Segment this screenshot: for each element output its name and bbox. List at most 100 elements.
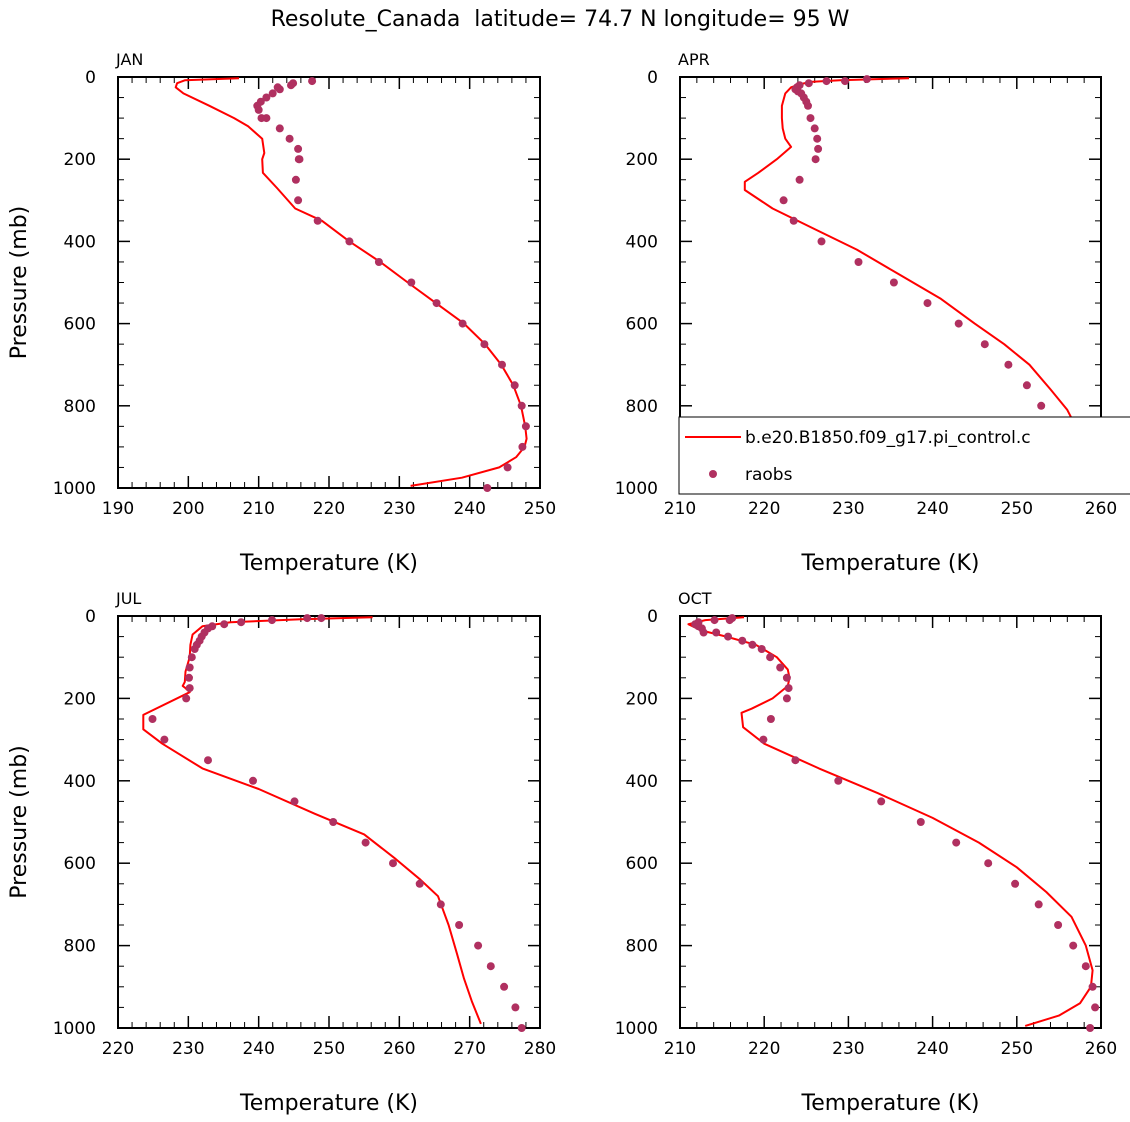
- x-tick-label: 230: [832, 1039, 864, 1059]
- y-tick-label: 800: [626, 397, 658, 417]
- y-tick-label: 600: [626, 315, 658, 335]
- y-tick-label: 1000: [53, 479, 96, 499]
- model-line: [743, 77, 1079, 487]
- obs-point: [804, 79, 813, 88]
- obs-point: [813, 134, 822, 143]
- obs-point: [374, 258, 383, 266]
- obs-point: [1011, 879, 1020, 888]
- x-tick-label: 250: [313, 1039, 345, 1059]
- obs-point: [294, 144, 303, 153]
- y-tick-label: 0: [85, 68, 96, 88]
- obs-point: [500, 982, 509, 991]
- model-line: [142, 616, 482, 1025]
- obs-point: [779, 196, 788, 205]
- y-tick-label: 0: [647, 607, 658, 627]
- x-tick-label: 230: [832, 499, 864, 519]
- obs-point: [480, 340, 489, 349]
- y-tick-label: 1000: [53, 1019, 96, 1039]
- x-tick-label: 220: [748, 499, 780, 519]
- x-axis-label: Temperature (K): [801, 1091, 980, 1116]
- obs-point: [822, 77, 831, 86]
- obs-point: [345, 237, 354, 246]
- plot-frame-oct: [679, 615, 1102, 1029]
- obs-point: [1091, 1003, 1100, 1012]
- obs-point: [436, 900, 445, 909]
- obs-point: [810, 124, 819, 133]
- obs-point: [249, 776, 257, 785]
- obs-point: [952, 838, 961, 847]
- x-tick-label: 200: [172, 499, 204, 519]
- x-tick-label: 230: [172, 1039, 204, 1059]
- obs-point: [791, 756, 800, 765]
- obs-point: [757, 645, 766, 653]
- obs-point: [407, 278, 416, 287]
- obs-point: [811, 155, 820, 164]
- obs-point: [185, 684, 194, 693]
- x-tick-label: 240: [916, 1039, 948, 1059]
- y-tick-label: 1000: [615, 479, 658, 499]
- plot-frame-jan: [117, 76, 541, 489]
- obs-point: [854, 258, 863, 266]
- x-tick-label: 210: [664, 1039, 696, 1059]
- obs-point: [984, 859, 993, 868]
- y-tick-label: 800: [64, 397, 96, 417]
- x-tick-label: 220: [748, 1039, 780, 1059]
- panel-jan: 190 200 210 220 230 240 250 0 200 400 600 800 1000 JA…: [7, 50, 556, 576]
- obs-point: [1069, 941, 1078, 950]
- legend-obs-swatch: [709, 470, 717, 478]
- x-tick-label: 240: [916, 499, 948, 519]
- x-axis-label: Temperature (K): [239, 551, 418, 576]
- obs-point: [510, 381, 519, 390]
- obs-point: [806, 114, 815, 123]
- obs-point: [294, 155, 303, 164]
- obs-point: [817, 237, 826, 246]
- y-tick-label: 200: [626, 150, 658, 170]
- obs-point: [458, 319, 467, 328]
- obs-point: [710, 616, 719, 625]
- x-tick-label: 220: [102, 1039, 134, 1059]
- obs-point: [889, 278, 898, 287]
- obs-point: [789, 216, 798, 225]
- obs-point: [1086, 1024, 1095, 1032]
- legend: b.e20.B1850.f09_g17.pi_control.c raobs: [678, 416, 1130, 495]
- obs-point: [517, 1024, 526, 1032]
- x-tick-label: 220: [313, 499, 345, 519]
- y-tick-label: 200: [64, 689, 96, 709]
- obs-point: [517, 401, 526, 410]
- obs-point: [862, 75, 871, 84]
- obs-point: [766, 653, 775, 662]
- obs-point: [776, 663, 785, 672]
- obs-point: [182, 694, 191, 703]
- panel-apr: 210 220 230 240 250 260 0 200 400 600 800 1000 APR Te…: [615, 50, 1117, 576]
- obs-point: [724, 632, 732, 641]
- x-tick-label: 210: [242, 499, 274, 519]
- obs-point: [185, 673, 193, 682]
- obs-point: [308, 77, 317, 86]
- obs-point: [498, 360, 506, 369]
- x-tick-label: 260: [1085, 1039, 1117, 1059]
- obs-point: [262, 114, 271, 123]
- obs-point: [275, 124, 284, 133]
- y-tick-label: 600: [64, 854, 96, 874]
- obs-point: [518, 442, 527, 451]
- obs-point: [795, 175, 804, 184]
- obs-point: [511, 1003, 520, 1012]
- obs-point: [712, 628, 721, 637]
- x-tick-label: 270: [453, 1039, 485, 1059]
- obs-point: [294, 196, 303, 205]
- obs-point: [841, 77, 849, 86]
- obs-point: [415, 879, 424, 888]
- obs-point: [804, 101, 812, 110]
- y-tick-label: 800: [626, 937, 658, 957]
- x-tick-label: 250: [524, 499, 556, 519]
- y-tick-label: 200: [626, 689, 658, 709]
- y-tick-label: 600: [626, 854, 658, 874]
- legend-model-label: b.e20.B1850.f09_g17.pi_control.c: [745, 428, 1031, 448]
- obs-point: [759, 735, 768, 744]
- obs-point: [1022, 381, 1031, 390]
- obs-point: [725, 616, 734, 625]
- x-tick-label: 260: [383, 1039, 415, 1059]
- obs-point: [262, 93, 271, 102]
- obs-point: [980, 340, 989, 349]
